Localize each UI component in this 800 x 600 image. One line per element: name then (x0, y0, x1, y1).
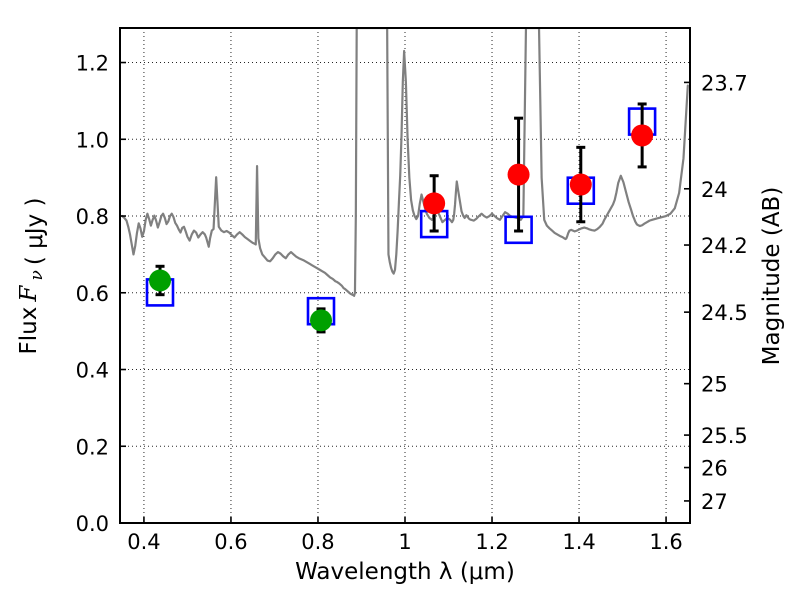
x-tick-label: 1 (398, 530, 411, 554)
y-right-tick-label: 24.5 (701, 301, 748, 325)
y-right-tick-label: 25.5 (701, 424, 748, 448)
y-left-subscript: ν (27, 270, 47, 280)
y-left-tick-label: 1.2 (76, 52, 109, 76)
x-axis-title-text: Wavelength λ (μm) (295, 559, 515, 585)
spectrum-path (121, 28, 689, 297)
y-right-tick-label: 25 (701, 373, 728, 397)
y-right-tick-label: 27 (701, 490, 728, 514)
y-left-word: Flux (16, 307, 42, 355)
x-tick-label: 1.2 (475, 530, 508, 554)
x-tick-label: 1.4 (562, 530, 595, 554)
y-left-tick-label: 1.0 (76, 128, 109, 152)
model-spectrum-line (121, 28, 689, 297)
y-left-tick-label: 0.0 (76, 512, 109, 536)
x-tick-label: 0.6 (214, 530, 247, 554)
y-left-units: ( μJy ) (22, 197, 48, 265)
observed-photometry-point (507, 163, 530, 186)
observed-photometry-point (310, 309, 333, 332)
x-axis-title: Wavelength λ (μm) (295, 559, 515, 585)
y-left-tick-label: 0.4 (76, 359, 109, 383)
y-axis-right-title-text: Magnitude (AB) (759, 187, 785, 366)
y-right-tick-label: 24 (701, 178, 728, 202)
observed-photometry-point (631, 124, 654, 147)
y-axis-right-title: Magnitude (AB) (759, 187, 785, 366)
y-axis-left-title-text: Flux F ν ( μJy ) (16, 197, 48, 354)
y-axis-right-ticks: 23.7 24 24.2 24.5 25 25.5 26 27 (684, 71, 748, 514)
y-right-tick-label: 24.2 (701, 234, 748, 258)
x-tick-label: 0.4 (127, 530, 160, 554)
x-axis-ticks: 0.4 0.6 0.8 1 1.2 1.4 1.6 (127, 517, 683, 554)
gridlines (120, 28, 690, 523)
observed-photometry-point (149, 269, 172, 292)
observed-photometry-point (569, 173, 592, 196)
y-left-tick-label: 0.6 (76, 282, 109, 306)
y-axis-left-ticks: 0.0 0.2 0.4 0.6 0.8 1.0 1.2 (76, 52, 126, 536)
y-axis-left-title: Flux F ν ( μJy ) (16, 197, 48, 354)
y-right-tick-label: 26 (701, 457, 728, 481)
x-tick-label: 0.8 (301, 530, 334, 554)
y-left-tick-label: 0.2 (76, 435, 109, 459)
x-tick-label: 1.6 (649, 530, 682, 554)
y-left-symbol: F (16, 285, 42, 303)
y-left-tick-label: 0.8 (76, 205, 109, 229)
observed-photometry-point (423, 192, 446, 215)
observed-photometry-markers (149, 124, 654, 332)
y-right-tick-label: 23.7 (701, 71, 748, 95)
